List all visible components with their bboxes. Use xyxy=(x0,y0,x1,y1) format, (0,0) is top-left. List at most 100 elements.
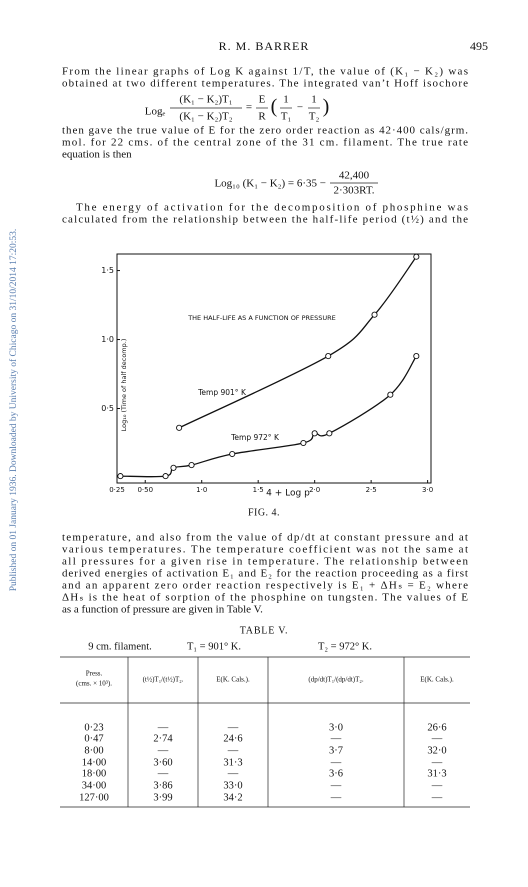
equation-part: Log₁₀ (K₁ − K₂) = 6·35 − xyxy=(214,178,326,190)
table-cell: — xyxy=(330,733,342,744)
table-cell: 31·3 xyxy=(427,768,446,779)
table-cell: — xyxy=(330,780,342,791)
table-header: E(K. Cals.). xyxy=(216,676,250,684)
table-cell: 8·00 xyxy=(84,745,103,756)
data-point xyxy=(311,430,318,437)
table-cell: 127·00 xyxy=(79,792,109,803)
table-header: (dp/dt)T₁/(dp/dt)T₂. xyxy=(308,676,363,684)
equation-part: R xyxy=(258,111,266,123)
y-tick-label: 1·5 xyxy=(101,266,114,275)
figure-caption: FIG. 4. xyxy=(248,507,280,518)
table-cell: 3·99 xyxy=(153,792,172,803)
series-label: Temp 901° K xyxy=(197,388,247,397)
table-cell: 26·6 xyxy=(427,722,446,733)
table-cell: — xyxy=(431,733,443,744)
body-text-line: From the linear graphs of Log K against … xyxy=(62,66,468,78)
table-cell: — xyxy=(431,792,443,803)
table-title: TABLE V. xyxy=(240,625,289,636)
body-text-line: equation is then xyxy=(62,149,132,161)
y-tick-label: 1·0 xyxy=(101,335,114,344)
table-cell: — xyxy=(431,757,443,768)
table-cell: 24·6 xyxy=(223,733,242,744)
table-cell: 3·6 xyxy=(329,768,343,779)
data-point xyxy=(300,439,307,447)
y-axis-label: Log₁₀ (Time of half decomp.) xyxy=(120,339,128,432)
equation-part: Logₑ xyxy=(145,106,166,118)
table-subtitle: T₂ = 972° K. xyxy=(318,641,372,652)
chart: 0·25 0·50 1·0 1·5 2·0 2·5 3·0 0·5 1·0 1·5 THE HALF… xyxy=(101,253,433,499)
table-cell: 18·00 xyxy=(82,768,107,779)
equation-part: − xyxy=(297,102,303,114)
data-point xyxy=(188,462,195,469)
table-cell: — xyxy=(431,780,443,791)
data-point xyxy=(413,253,420,260)
body-text-line: obtained at two different temperatures. … xyxy=(62,78,468,90)
fitted-curve xyxy=(178,256,417,429)
x-tick-label: 0·50 xyxy=(137,486,153,494)
series-label: Temp 972° K xyxy=(230,433,280,442)
data-point xyxy=(387,391,394,398)
equation-part: E xyxy=(259,94,266,106)
table-cell: — xyxy=(157,722,169,733)
sidebar-note: Published on 01 January 1936. Downloaded… xyxy=(8,229,19,592)
table-cell: — xyxy=(227,745,239,756)
table-cell: — xyxy=(157,745,169,756)
body-text-line: and an apparent zero order reaction resp… xyxy=(62,580,468,592)
table-cell: — xyxy=(330,757,342,768)
body-text-line: all pressures for a given rise in temper… xyxy=(62,556,469,568)
table-cell: 0·23 xyxy=(84,722,103,733)
body-text-line: then gave the true value of E for the ze… xyxy=(62,125,468,137)
body-text-line: temperature, and also from the value of … xyxy=(62,532,468,544)
data-point xyxy=(325,353,332,360)
x-axis-label: 4 + Log p xyxy=(266,489,310,499)
table-cell: 3·86 xyxy=(153,780,172,791)
equation-part: T₁ xyxy=(281,111,292,123)
x-tick-label: 1·0 xyxy=(196,486,207,494)
body-text-line: calculated from the relationship between… xyxy=(62,214,468,226)
data-point xyxy=(229,450,236,458)
x-tick-label: 2·0 xyxy=(309,486,320,494)
table-cell: — xyxy=(227,768,239,779)
data-point xyxy=(162,473,169,480)
table-cell: 34·2 xyxy=(223,792,242,803)
data-point xyxy=(413,353,420,360)
table-cell: 3·60 xyxy=(153,757,172,768)
data-point xyxy=(176,424,183,431)
equation-part: ( xyxy=(271,96,278,118)
running-head: R. M. BARRER xyxy=(219,39,310,53)
y-tick-label: 0·5 xyxy=(101,404,114,413)
fitted-curve xyxy=(120,355,417,478)
table-cell: 3·7 xyxy=(329,745,343,756)
plot-frame xyxy=(116,253,432,484)
page-number: 495 xyxy=(470,39,488,53)
body-text-line: ΔHₛ is the heat of sorption of the phosp… xyxy=(62,592,468,604)
table-header: E(K. Cals.). xyxy=(420,676,454,684)
x-tick-label: 3·0 xyxy=(422,486,433,494)
x-tick-label: 1·5 xyxy=(253,486,264,494)
chart-title: THE HALF-LIFE AS A FUNCTION OF PRESSURE xyxy=(187,314,336,322)
equation-part: 42,400 xyxy=(339,170,370,182)
table-header: (t½)T₁/(t½)T₂. xyxy=(143,676,184,684)
equation-part: = xyxy=(246,102,252,114)
equation-part: 1 xyxy=(283,94,289,106)
equation-part: (K₁ − K₂)T₁ xyxy=(179,94,232,106)
data-point xyxy=(326,430,333,437)
table-cell: 34·00 xyxy=(82,780,107,791)
table-cell: 31·3 xyxy=(223,757,242,768)
x-tick-label: 2·5 xyxy=(366,486,377,494)
table-subtitle: T₁ = 901° K. xyxy=(187,641,241,652)
table-cell: 0·47 xyxy=(84,733,103,744)
equation-part: ) xyxy=(323,96,330,118)
x-tick-label: 0·25 xyxy=(109,486,125,494)
table-cell: 14·00 xyxy=(82,757,107,768)
table-cell: — xyxy=(157,768,169,779)
table-header: Press. xyxy=(86,670,103,678)
table-cell: — xyxy=(330,792,342,803)
table-cell: — xyxy=(227,722,239,733)
data-point xyxy=(170,464,177,471)
body-text-line: various temperatures. The temperature co… xyxy=(62,544,468,556)
table-header: (cms. × 10³). xyxy=(76,680,112,688)
equation-part: (K₁ − K₂)T₂ xyxy=(179,111,232,123)
body-text-line: derived energies of activation E₁ and E₂… xyxy=(62,568,468,580)
